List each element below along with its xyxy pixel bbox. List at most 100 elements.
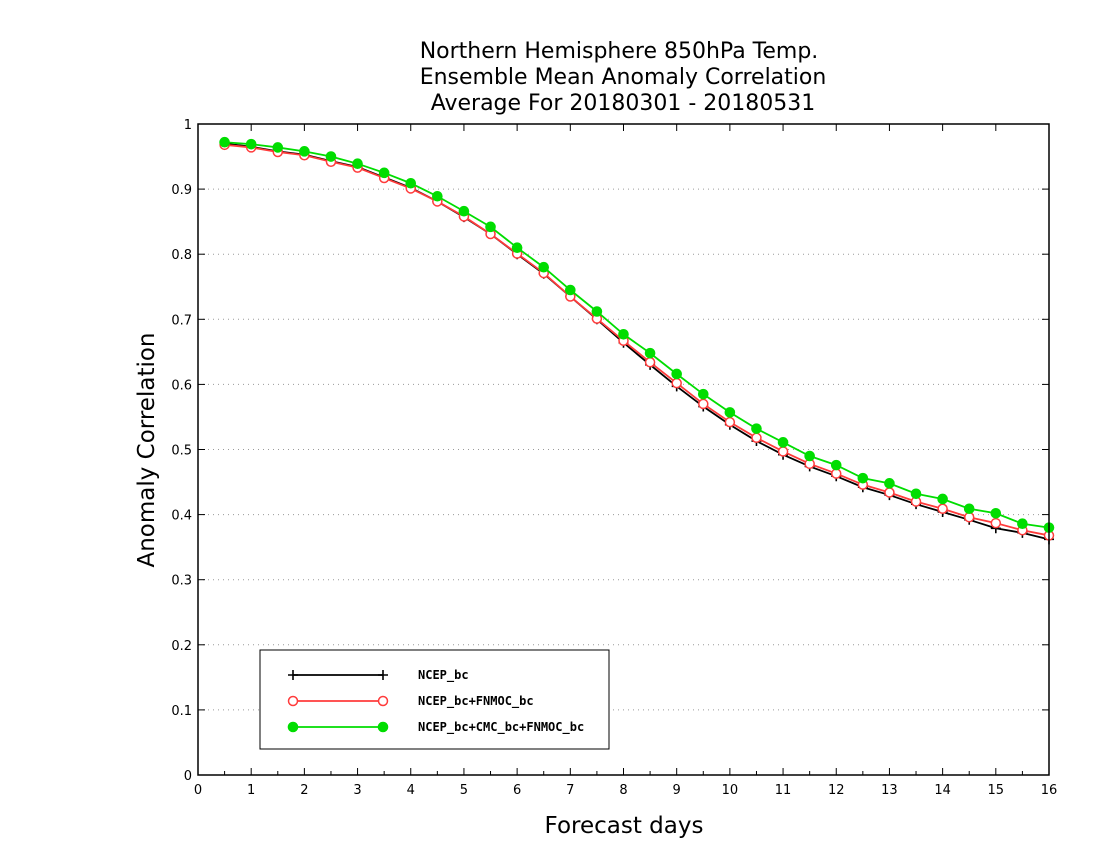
y-tick-label: 1	[184, 118, 192, 133]
x-tick-label: 11	[775, 783, 792, 798]
legend-entry-1: NCEP_bc+FNMOC_bc	[287, 694, 534, 709]
x-tick-label: 8	[619, 783, 627, 798]
data-point	[565, 284, 576, 296]
x-axis-label: Forecast days	[545, 813, 704, 839]
legend-marker	[378, 670, 388, 680]
x-tick-label: 14	[934, 783, 951, 798]
legend-label: NCEP_bc+CMC_bc+FNMOC_bc	[418, 720, 584, 735]
y-tick-label: 0.3	[171, 574, 192, 589]
data-point	[272, 142, 284, 153]
x-tick-label: 1	[247, 783, 255, 798]
legend: NCEP_bc NCEP_bc+FNMOC_bc NCEP_bc+CMC_bc+FN…	[259, 649, 610, 750]
data-point	[511, 242, 523, 253]
x-tick-label: 2	[300, 783, 308, 798]
x-tick-label: 6	[513, 783, 521, 798]
data-point	[963, 503, 975, 515]
legend-label: NCEP_bc+FNMOC_bc	[418, 694, 534, 709]
legend-box	[259, 649, 610, 750]
y-tick-label: 0	[184, 769, 192, 784]
x-tick-label: 7	[566, 783, 574, 798]
x-tick-label: 9	[673, 783, 681, 798]
series-line	[224, 141, 1050, 529]
legend-entry-0: NCEP_bc	[288, 668, 469, 683]
data-point	[884, 487, 895, 498]
series-line	[224, 143, 1050, 537]
y-axis-ticks: 0 0.1 0.2 0.3 0.4 0.5 0.6 0.7 0.8 0.9 1	[171, 118, 1049, 784]
data-point	[618, 328, 629, 340]
y-tick-label: 0.7	[171, 313, 192, 328]
data-point	[378, 167, 390, 179]
x-tick-label: 10	[722, 783, 739, 798]
data-point	[804, 450, 815, 462]
data-point	[990, 517, 1002, 529]
x-axis-ticks: 0 1 2 3 4 5 6 7 8 9 10 11 12 13 14 15 16	[194, 124, 1057, 798]
data-point	[644, 347, 656, 359]
data-point	[325, 151, 337, 162]
legend-marker	[377, 721, 389, 733]
data-point	[644, 357, 656, 368]
data-point	[830, 459, 842, 471]
legend-marker	[288, 670, 298, 680]
series-0	[219, 138, 1054, 545]
data-point	[299, 146, 310, 157]
title-line-1: Northern Hemisphere 850hPa Temp.	[420, 39, 819, 64]
legend-entry-2: NCEP_bc+CMC_bc+FNMOC_bc	[287, 720, 584, 735]
data-point	[937, 493, 948, 505]
x-tick-label: 0	[194, 783, 202, 798]
series-line	[224, 142, 1050, 541]
x-tick-label: 5	[460, 783, 468, 798]
data-point	[937, 503, 948, 514]
data-point	[697, 388, 709, 400]
data-point	[884, 478, 895, 489]
y-tick-label: 0.2	[171, 639, 192, 654]
y-axis-label: Anomaly Correlation	[134, 332, 160, 567]
data-point	[910, 488, 922, 500]
data-point	[671, 377, 682, 389]
data-point	[831, 468, 842, 479]
y-tick-label: 0.8	[171, 248, 192, 263]
x-tick-label: 4	[407, 783, 415, 798]
data-point	[963, 511, 975, 523]
data-point	[724, 416, 736, 428]
data-point	[857, 472, 869, 484]
title-line-2: Ensemble Mean Anomaly Correlation	[420, 65, 827, 90]
data-point	[751, 432, 762, 444]
data-point	[777, 446, 789, 457]
data-point	[724, 407, 736, 418]
y-tick-label: 0.9	[171, 183, 192, 198]
data-point	[245, 138, 257, 150]
data-point	[405, 177, 417, 189]
legend-marker	[287, 721, 299, 733]
x-tick-label: 3	[353, 783, 361, 798]
y-tick-label: 0.6	[171, 378, 192, 393]
legend-label: NCEP_bc	[418, 668, 469, 683]
data-point	[1017, 518, 1028, 530]
data-point	[777, 437, 789, 448]
data-point	[591, 306, 603, 317]
data-point	[671, 368, 682, 380]
gridlines	[198, 188, 1049, 711]
chart-title: Northern Hemisphere 850hPa Temp. Ensembl…	[420, 39, 827, 116]
data-point	[485, 221, 496, 233]
x-tick-label: 12	[828, 783, 845, 798]
series-lines	[219, 136, 1055, 545]
data-point	[698, 398, 709, 410]
series-2	[219, 136, 1055, 533]
y-tick-label: 0.5	[171, 444, 192, 459]
legend-marker	[377, 695, 389, 707]
data-point	[432, 190, 443, 202]
x-tick-label: 15	[988, 783, 1005, 798]
x-tick-label: 13	[881, 783, 898, 798]
series-1	[219, 139, 1055, 541]
title-line-3: Average For 20180301 - 20180531	[431, 91, 816, 116]
data-point	[751, 423, 762, 434]
data-point	[990, 507, 1002, 519]
data-point	[352, 158, 363, 170]
y-tick-label: 0.4	[171, 509, 192, 524]
x-tick-label: 16	[1041, 783, 1058, 798]
data-point	[458, 205, 470, 217]
data-point	[538, 261, 550, 273]
y-tick-label: 0.1	[171, 704, 192, 719]
data-point	[219, 136, 230, 148]
